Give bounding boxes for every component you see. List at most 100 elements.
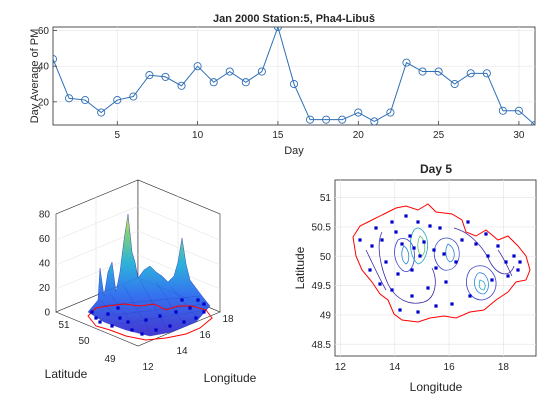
- contour-station-marker: [398, 308, 402, 312]
- line-chart-ticks: 5 10 15 20 25 30 20 40 60: [38, 26, 525, 141]
- line-chart-point: [65, 94, 74, 103]
- contour-ticks: 12 14 16 18 48.5 49 49.5 50 50.5 51: [312, 193, 510, 373]
- line-chart-point: [386, 108, 395, 117]
- contour-station-marker: [400, 242, 404, 246]
- surface-station-marker: [174, 310, 178, 314]
- contour-station-marker: [426, 286, 430, 290]
- contour-station-marker: [416, 220, 420, 224]
- surface-stations: [90, 298, 206, 336]
- contour-station-marker: [396, 272, 400, 276]
- line-chart-ytick-label: 60: [38, 26, 50, 37]
- surface-ztick-label: 80: [39, 210, 51, 221]
- surface-xtick-label: 14: [176, 346, 188, 357]
- line-chart-xtick-label: 25: [433, 130, 445, 141]
- contour-station-marker: [460, 238, 464, 242]
- surface-station-marker: [154, 328, 158, 332]
- line-chart-ytick-label: 20: [38, 97, 50, 108]
- line-chart-xtick-label: 5: [114, 130, 120, 141]
- line-chart-point: [434, 67, 443, 76]
- line-chart-point: [338, 115, 347, 124]
- contour-ytick-label: 49.5: [312, 281, 332, 292]
- contour-ylabel: Latitude: [293, 246, 307, 289]
- line-chart-point: [81, 96, 90, 105]
- contour-xlabel: Longitude: [410, 380, 463, 394]
- contour-station-marker: [512, 254, 516, 258]
- surface-ztick-label: 0: [44, 308, 50, 319]
- contour-station-marker: [378, 282, 382, 286]
- contour-station-marker: [358, 238, 362, 242]
- contour-station-marker: [486, 254, 490, 258]
- surface-xtick-label: 18: [222, 314, 234, 325]
- surface-xlabel: Longitude: [204, 371, 257, 385]
- contour-station-marker: [438, 226, 442, 230]
- contour-ytick-label: 49: [320, 310, 332, 321]
- contour-station-marker: [380, 238, 384, 242]
- contour-chart: 12 14 16 18 48.5 49 49.5 50 50.5 51 Day 5 Longitu…: [293, 162, 537, 394]
- line-chart-point: [306, 115, 315, 124]
- line-chart-ylabel: Day Average of PM: [29, 29, 41, 124]
- contour-station-marker: [450, 302, 454, 306]
- contour-station-marker: [434, 266, 438, 270]
- contour-xtick-label: 14: [389, 362, 401, 373]
- surface-xtick-label: 16: [199, 330, 211, 341]
- surface-station-marker: [182, 320, 186, 324]
- line-chart-point: [113, 96, 122, 105]
- line-chart-xtick-label: 10: [192, 130, 204, 141]
- surface-station-marker: [188, 306, 192, 310]
- surface-station-marker: [158, 314, 162, 318]
- line-chart-point: [209, 78, 218, 87]
- line-chart-point: [257, 67, 266, 76]
- surface-ticks: 0 20 40 60 80 49 50 51 12 14 16 18: [39, 210, 234, 374]
- line-chart-point: [514, 106, 523, 115]
- contour-station-marker: [428, 224, 432, 228]
- surface-station-marker: [110, 324, 114, 328]
- contour-station-marker: [394, 230, 398, 234]
- contour-station-marker: [390, 220, 394, 224]
- surface-station-marker: [106, 312, 110, 316]
- line-chart-point: [418, 67, 427, 76]
- contour-station-marker: [418, 254, 422, 258]
- contour-station-marker: [442, 252, 446, 256]
- line-chart-xtick-label: 30: [513, 130, 525, 141]
- surface-ylabel: Latitude: [45, 367, 88, 381]
- surface-station-marker: [194, 316, 198, 320]
- line-chart-series: [53, 27, 535, 125]
- surface-station-marker: [126, 320, 130, 324]
- contour-station-marker: [466, 220, 470, 224]
- contour-station-marker: [504, 260, 508, 264]
- contour-station-marker: [468, 294, 472, 298]
- contour-stations: [358, 214, 522, 314]
- surface-chart: 0 20 40 60 80 49 50 51 12 14 16 18 Longitude Latitu…: [39, 179, 257, 385]
- contour-station-marker: [432, 248, 436, 252]
- contour-station-marker: [390, 288, 394, 292]
- contour-station-marker: [370, 244, 374, 248]
- contour-station-marker: [410, 268, 414, 272]
- line-chart-point: [145, 71, 154, 80]
- line-chart-title: Jan 2000 Station:5, Pha4-Libuš: [213, 13, 375, 25]
- contour-xtick-label: 12: [335, 362, 347, 373]
- line-chart-point: [482, 69, 491, 78]
- line-chart-point: [225, 67, 234, 76]
- contour-ytick-label: 48.5: [312, 340, 332, 351]
- contour-station-marker: [434, 304, 438, 308]
- contour-ytick-label: 50: [320, 252, 332, 263]
- line-chart-point: [177, 81, 186, 90]
- line-chart-point: [498, 106, 507, 115]
- contour-station-marker: [404, 214, 408, 218]
- line-chart-point: [402, 58, 411, 67]
- line-chart-xtick-label: 20: [353, 130, 365, 141]
- line-chart-point: [129, 92, 138, 101]
- contour-ytick-label: 50.5: [312, 222, 332, 233]
- surface-station-marker: [196, 298, 200, 302]
- contour-border: [352, 203, 531, 323]
- contour-station-marker: [412, 246, 416, 250]
- contour-station-marker: [454, 260, 458, 264]
- contour-station-marker: [518, 260, 522, 264]
- line-chart-point: [466, 69, 475, 78]
- surface-station-marker: [180, 298, 184, 302]
- line-chart-axes-bg: [52, 26, 536, 126]
- line-chart-point: [354, 108, 363, 117]
- contour-ytick-label: 51: [320, 193, 332, 204]
- contour-station-marker: [474, 242, 478, 246]
